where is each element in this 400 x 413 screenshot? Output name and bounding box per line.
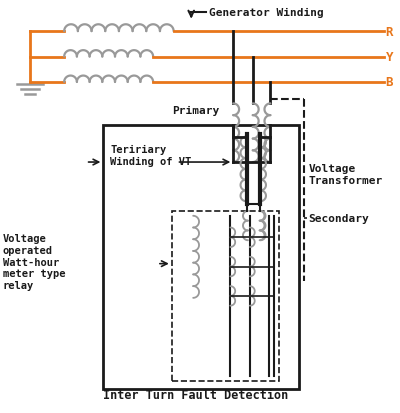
Text: B: B — [386, 76, 393, 89]
Text: Voltage
Transformer: Voltage Transformer — [308, 164, 383, 185]
Text: Inter Turn Fault Detection: Inter Turn Fault Detection — [104, 389, 289, 401]
Bar — [172, 211, 279, 381]
Text: Generator Winding: Generator Winding — [209, 7, 324, 17]
Text: Teririary
Winding of VT: Teririary Winding of VT — [110, 145, 191, 167]
Bar — [103, 126, 299, 389]
Text: Secondary: Secondary — [308, 213, 369, 223]
Text: Voltage
operated
Watt-hour
meter type
relay: Voltage operated Watt-hour meter type re… — [3, 234, 65, 290]
Text: R: R — [386, 26, 393, 38]
Text: Y: Y — [386, 51, 393, 64]
Text: Primary: Primary — [172, 106, 219, 116]
